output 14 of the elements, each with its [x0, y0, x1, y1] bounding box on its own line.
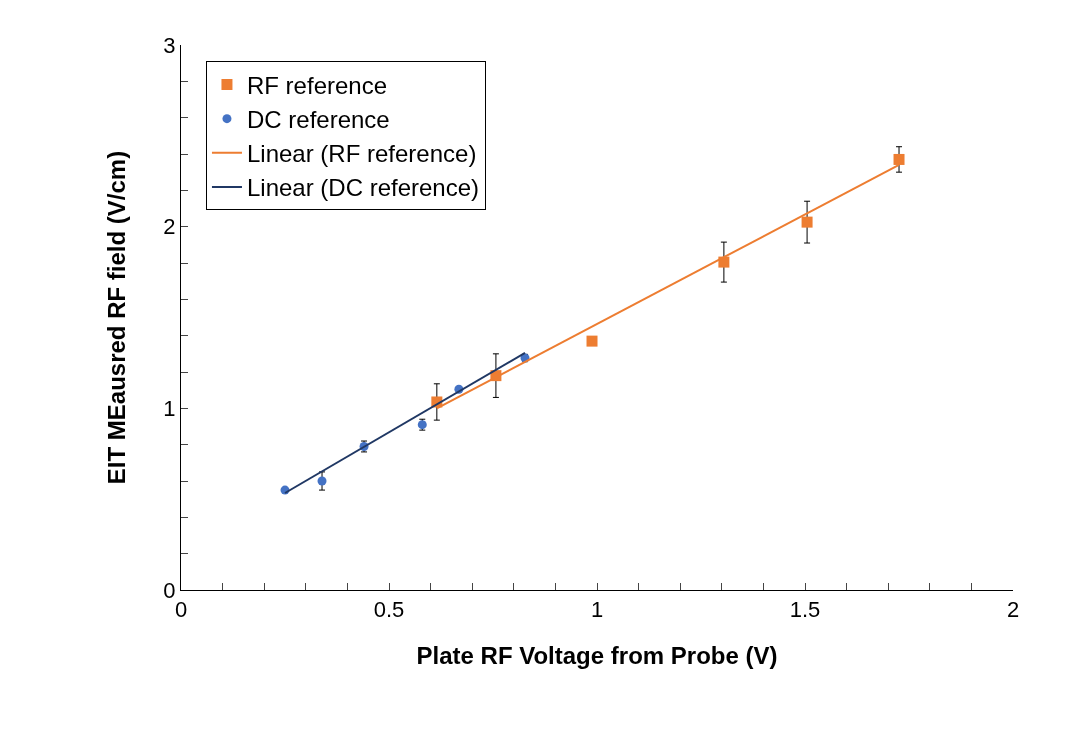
- legend-label: DC reference: [246, 106, 390, 134]
- x-axis-title: Plate RF Voltage from Probe (V): [416, 641, 778, 669]
- x-tick-label: 2: [1006, 597, 1020, 623]
- y-tick-label: 3: [163, 32, 176, 58]
- legend-label: Linear (RF reference): [246, 140, 477, 168]
- x-tick-label: 1.5: [789, 597, 821, 623]
- legend-label: RF reference: [246, 71, 388, 99]
- x-tick-label: 1: [590, 597, 604, 623]
- x-tick-label: 0.5: [373, 597, 405, 623]
- y-axis-title: EIT MEausred RF field (V/cm): [103, 150, 131, 485]
- y-tick-label: 1: [163, 396, 176, 422]
- y-tick-label: 2: [163, 214, 176, 240]
- legend-label: Linear (DC reference): [246, 174, 480, 202]
- y-tick-label: 0: [163, 577, 176, 603]
